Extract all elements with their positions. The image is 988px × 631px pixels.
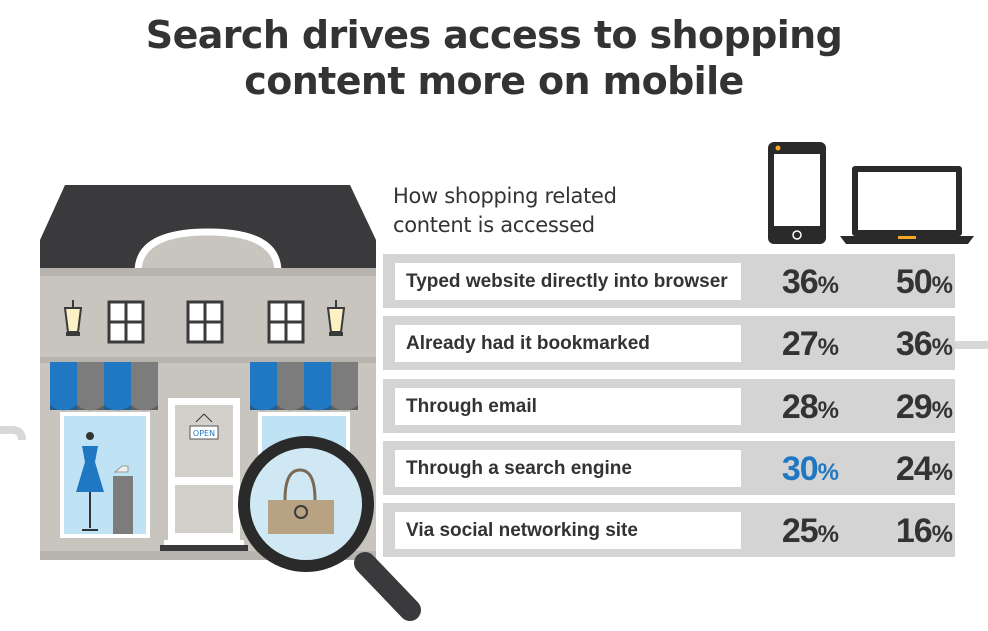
row-label: Through a search engine <box>406 458 632 479</box>
mobile-percentage-value: 25 <box>781 512 819 550</box>
table-row: Typed website directly into browser 36% 50… <box>383 254 955 308</box>
title-line-1: Search drives access to shopping <box>145 13 843 57</box>
row-label-box: Typed website directly into browser <box>395 263 741 300</box>
desktop-percentage: 50% <box>867 254 953 308</box>
store-door-upper <box>175 405 233 477</box>
row-label: Via social networking site <box>406 520 638 541</box>
connector-line-left <box>0 426 26 441</box>
dress-mannequin <box>76 432 104 531</box>
percent-sign: % <box>817 459 839 486</box>
desktop-percentage-value: 29 <box>895 388 933 426</box>
row-label-box: Through email <box>395 388 741 425</box>
smartphone-icon <box>768 142 826 244</box>
percent-sign: % <box>817 397 839 424</box>
desktop-percentage: 24% <box>867 441 953 495</box>
subtitle-line-2: content is accessed <box>393 213 595 237</box>
percent-sign: % <box>817 334 839 361</box>
open-sign <box>189 425 219 440</box>
desktop-percentage-value: 36 <box>895 325 933 363</box>
desktop-percentage-value: 16 <box>895 512 933 550</box>
row-label-box: Via social networking site <box>395 512 741 549</box>
percent-sign: % <box>931 521 953 548</box>
percent-sign: % <box>817 521 839 548</box>
mobile-percentage: 28% <box>753 379 839 433</box>
awning-right <box>250 362 358 411</box>
mobile-percentage: 27% <box>753 316 839 370</box>
table-row: Already had it bookmarked 27% 36% <box>383 316 955 370</box>
store-arch <box>134 228 282 276</box>
percent-sign: % <box>931 397 953 424</box>
title-line-2: content more on mobile <box>244 59 744 103</box>
store-door-lower <box>175 485 233 533</box>
awning-left <box>50 362 158 411</box>
mobile-percentage-value: 36 <box>781 263 819 301</box>
desktop-percentage: 36% <box>867 316 953 370</box>
percent-sign: % <box>931 334 953 361</box>
desktop-percentage-value: 24 <box>895 450 933 488</box>
shop-window-left <box>64 416 146 534</box>
row-label: Through email <box>406 396 537 417</box>
row-label: Already had it bookmarked <box>406 333 650 354</box>
page-title: Search drives access to shopping content… <box>0 12 988 104</box>
table-row: Via social networking site 25% 16% <box>383 503 955 557</box>
row-label: Typed website directly into browser <box>406 271 728 292</box>
desktop-percentage: 29% <box>867 379 953 433</box>
open-sign-text: OPEN <box>193 429 215 438</box>
percent-sign: % <box>931 272 953 299</box>
magnifying-glass-icon <box>238 436 421 621</box>
mobile-percentage: 36% <box>753 254 839 308</box>
table-row: Through a search engine 30% 24% <box>383 441 955 495</box>
lamp-left <box>63 300 83 336</box>
mobile-percentage: 30% <box>753 441 839 495</box>
row-label-box: Already had it bookmarked <box>395 325 741 362</box>
upper-window-right <box>267 300 305 344</box>
percent-sign: % <box>931 459 953 486</box>
mobile-percentage-value: 28 <box>781 388 819 426</box>
table-subtitle: How shopping related content is accessed <box>393 182 733 240</box>
row-label-box: Through a search engine <box>395 450 741 487</box>
mobile-percentage-value: 30 <box>781 450 819 488</box>
laptop-icon <box>840 166 974 244</box>
subtitle-line-1: How shopping related <box>393 184 617 208</box>
upper-window-left <box>107 300 145 344</box>
upper-window-middle <box>186 300 224 344</box>
mobile-percentage: 25% <box>753 503 839 557</box>
percent-sign: % <box>817 272 839 299</box>
shoe-pedestal <box>113 465 133 534</box>
desktop-percentage-value: 50 <box>895 263 933 301</box>
desktop-percentage: 16% <box>867 503 953 557</box>
table-row: Through email 28% 29% <box>383 379 955 433</box>
mobile-percentage-value: 27 <box>781 325 819 363</box>
lamp-right <box>326 300 346 336</box>
